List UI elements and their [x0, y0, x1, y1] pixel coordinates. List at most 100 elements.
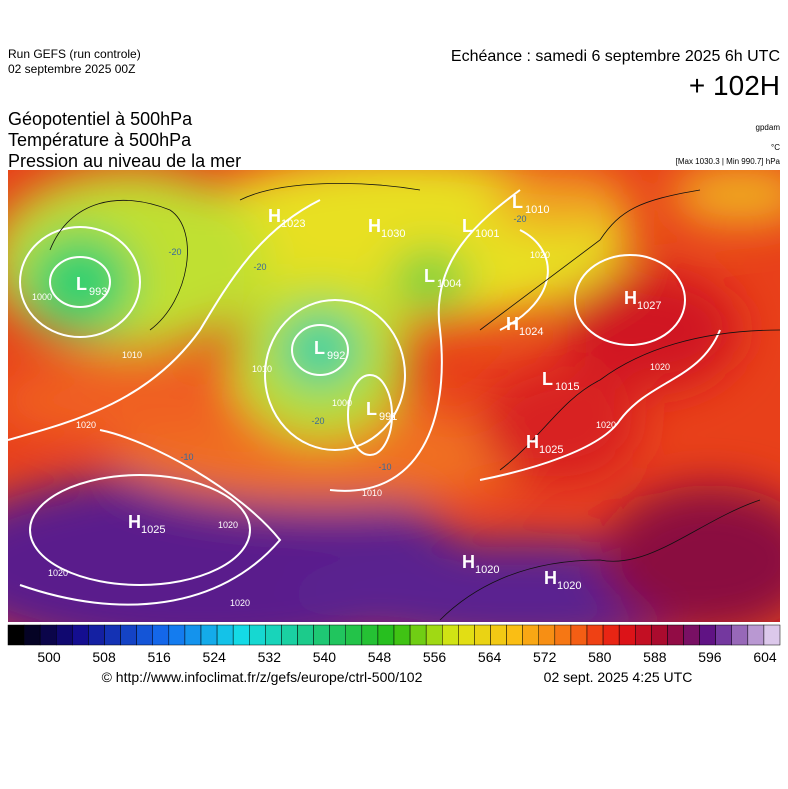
- colorbar-label: 508: [92, 649, 116, 665]
- unit: °C: [771, 143, 780, 152]
- echeance: Echéance : samedi 6 septembre 2025 6h UT…: [451, 48, 780, 65]
- temperature-label: -10: [180, 452, 193, 462]
- field: Géopotentiel à 500hPa: [8, 109, 193, 129]
- color-swatch: [651, 624, 668, 646]
- source: © http://www.infoclimat.fr/z/gefs/europe…: [102, 669, 423, 685]
- center-type: H: [368, 216, 381, 236]
- color-swatch: [635, 624, 652, 646]
- isobar-label: 1020: [48, 568, 68, 578]
- color-swatch: [618, 624, 636, 646]
- color-swatch: [136, 624, 154, 646]
- color-swatch: [152, 624, 170, 646]
- color-swatch: [56, 624, 73, 646]
- color-swatch: [168, 624, 186, 646]
- color-swatch: [377, 624, 395, 646]
- center-type: H: [506, 314, 519, 334]
- colorbar-label: 580: [588, 649, 612, 665]
- temperature-label: -10: [378, 462, 391, 472]
- isobar-label: 1000: [32, 292, 52, 302]
- color-swatch: [409, 624, 427, 646]
- color-swatch: [602, 624, 620, 646]
- center-pressure: 1025: [141, 524, 165, 536]
- color-swatch: [104, 624, 121, 646]
- temperature-label: -20: [253, 262, 266, 272]
- center-type: L: [76, 274, 87, 294]
- colorbar-label: 596: [698, 649, 722, 665]
- center-type: L: [462, 216, 473, 236]
- color-swatch: [763, 624, 781, 646]
- color-swatch: [715, 624, 733, 646]
- center-pressure: 993: [89, 286, 107, 298]
- center-pressure: 1001: [475, 228, 499, 240]
- isobar-label: 1020: [650, 362, 670, 372]
- center-type: L: [424, 266, 435, 286]
- run: Run GEFS (run controle): [8, 47, 141, 61]
- isobar-label: 1020: [230, 598, 250, 608]
- center-pressure: 1023: [281, 218, 305, 230]
- color-swatch: [281, 624, 298, 646]
- temperature-label: -20: [311, 416, 324, 426]
- lead-time: + 102H: [689, 70, 780, 101]
- colorbar-label: 588: [643, 649, 667, 665]
- unit: gpdam: [756, 123, 781, 132]
- color-swatch: [232, 624, 250, 646]
- color-swatch: [329, 624, 346, 646]
- color-swatch: [699, 624, 716, 646]
- temperature-label: -20: [168, 247, 181, 257]
- color-swatch: [361, 624, 379, 646]
- isobar-label: 1020: [218, 520, 238, 530]
- color-swatch: [667, 624, 684, 646]
- colorbar-label: 564: [478, 649, 502, 665]
- center-pressure: 1004: [437, 278, 461, 290]
- color-swatch: [683, 624, 700, 646]
- isobar-label: 1010: [252, 364, 272, 374]
- center-type: H: [128, 512, 141, 532]
- color-swatch: [200, 624, 218, 646]
- issued: 02 sept. 2025 4:25 UTC: [544, 669, 693, 685]
- color-swatch: [23, 624, 41, 646]
- colorbar-label: 548: [368, 649, 392, 665]
- color-swatch: [425, 624, 443, 646]
- center-pressure: 1027: [637, 300, 661, 312]
- isobar-label: 1020: [596, 420, 616, 430]
- color-swatch: [249, 624, 266, 646]
- colorbar-label: 516: [147, 649, 171, 665]
- center-type: H: [526, 432, 539, 452]
- center-pressure: 1010: [525, 204, 549, 216]
- color-swatch: [39, 624, 57, 646]
- color-swatch: [88, 624, 105, 646]
- center-pressure: 1020: [475, 564, 499, 576]
- color-swatch: [120, 624, 137, 646]
- center-pressure: 992: [327, 350, 345, 362]
- color-swatch: [184, 624, 202, 646]
- color-swatch: [570, 624, 588, 646]
- unit: [Max 1030.3 | Min 990.7] hPa: [676, 157, 781, 166]
- colorbar-label: 556: [423, 649, 447, 665]
- center-pressure: 1015: [555, 381, 579, 393]
- color-swatch: [442, 624, 459, 646]
- color-swatch: [265, 624, 282, 646]
- run-date: 02 septembre 2025 00Z: [8, 62, 135, 76]
- color-swatch: [313, 624, 330, 646]
- center-pressure: 1025: [539, 444, 563, 456]
- color-swatch: [72, 624, 89, 646]
- center-type: H: [624, 288, 637, 308]
- center-type: H: [462, 552, 475, 572]
- color-swatch: [216, 624, 234, 646]
- field: Température à 500hPa: [8, 130, 192, 150]
- center-type: L: [366, 399, 377, 419]
- isobar-label: 1010: [362, 488, 382, 498]
- colorbar: 500 508 516 524 532 540 548 556 564 572 580 588 596 6…: [7, 624, 781, 665]
- center-type: L: [314, 338, 325, 358]
- color-swatch: [586, 624, 604, 646]
- color-swatch: [297, 624, 314, 646]
- center-pressure: 1030: [381, 228, 405, 240]
- color-swatch: [458, 624, 475, 646]
- color-swatch: [731, 624, 749, 646]
- colorbar-label: 540: [313, 649, 337, 665]
- color-swatch: [474, 624, 491, 646]
- center-pressure: 1020: [557, 580, 581, 592]
- temperature-label: -20: [513, 214, 526, 224]
